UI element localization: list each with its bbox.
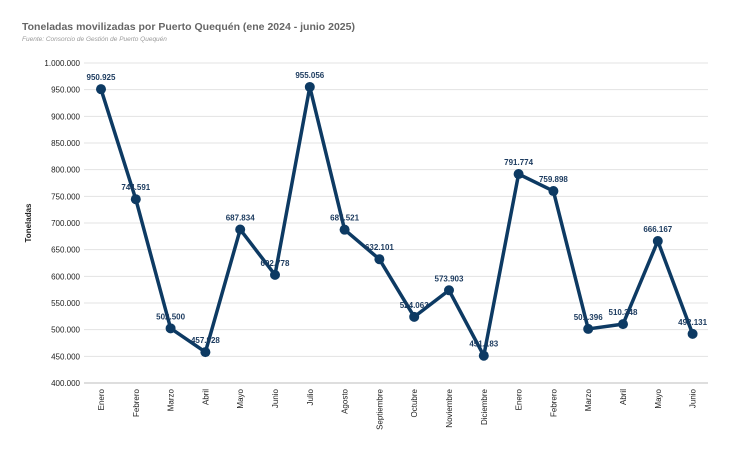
data-label: 602.778 xyxy=(261,259,290,268)
data-label: 573.903 xyxy=(435,274,464,283)
data-point xyxy=(270,269,280,280)
x-tick-label: Marzo xyxy=(167,388,176,411)
x-tick-label: Julio xyxy=(306,388,315,405)
chart-title: Toneladas movilizadas por Puerto Quequén… xyxy=(22,21,355,33)
y-tick-label: 450.000 xyxy=(51,352,80,361)
series-polyline xyxy=(99,85,695,358)
data-label: 791.774 xyxy=(504,158,533,167)
y-tick-label: 600.000 xyxy=(51,272,80,281)
data-label: 666.167 xyxy=(643,225,672,234)
x-tick-label: Marzo xyxy=(584,388,593,411)
y-tick-label: 950.000 xyxy=(51,86,80,95)
data-point xyxy=(374,254,385,265)
y-axis-ticks: 400.000 450.000 500.000 550.000 600.000 650.0… xyxy=(44,59,80,388)
y-tick-label: 800.000 xyxy=(51,166,80,175)
data-point xyxy=(200,347,211,358)
y-axis-label: Toneladas xyxy=(24,203,33,243)
data-label: 950.925 xyxy=(87,73,116,82)
x-tick-label: Febrero xyxy=(549,388,558,417)
x-tick-label: Junio xyxy=(689,388,698,408)
x-tick-label: Septiembre xyxy=(375,388,384,429)
data-point xyxy=(130,194,141,205)
y-tick-label: 700.000 xyxy=(51,219,80,228)
data-label: 955.056 xyxy=(295,71,324,80)
y-tick-label: 550.000 xyxy=(51,299,80,308)
y-tick-label: 900.000 xyxy=(51,112,80,121)
data-point xyxy=(478,350,489,361)
data-point xyxy=(304,81,315,92)
y-tick-label: 1.000.000 xyxy=(44,59,80,68)
data-point xyxy=(618,319,628,330)
data-label: 502.500 xyxy=(156,312,185,321)
data-label: 687.521 xyxy=(330,214,359,223)
data-label: 451.183 xyxy=(469,340,498,349)
data-label: 501.396 xyxy=(574,313,603,322)
data-label: 744.591 xyxy=(121,183,150,192)
y-tick-label: 400.000 xyxy=(51,379,80,388)
x-tick-label: Abril xyxy=(201,389,210,405)
data-label: 759.898 xyxy=(539,175,568,184)
data-label: 524.063 xyxy=(400,301,429,310)
data-point xyxy=(96,84,106,95)
x-tick-label: Febrero xyxy=(132,388,141,417)
data-point xyxy=(339,224,350,235)
x-tick-label: Mayo xyxy=(654,388,663,408)
data-point xyxy=(687,328,698,339)
gridlines xyxy=(84,62,708,384)
data-labels: 950.925 744.591 502.500 457.928 687.834 602.7… xyxy=(87,71,708,349)
y-tick-label: 650.000 xyxy=(51,246,80,255)
x-tick-label: Agosto xyxy=(341,388,350,413)
data-point xyxy=(409,311,420,322)
data-point xyxy=(444,285,454,296)
x-axis-ticks: Enero Febrero Marzo Abril Mayo Junio Julio Agos… xyxy=(97,388,698,429)
data-point xyxy=(652,236,663,247)
x-tick-label: Abril xyxy=(619,389,628,405)
data-points xyxy=(96,81,698,361)
data-point xyxy=(583,323,594,334)
y-tick-label: 850.000 xyxy=(51,139,80,148)
x-tick-label: Noviembre xyxy=(445,388,454,427)
data-label: 492.131 xyxy=(678,318,707,327)
x-tick-label: Enero xyxy=(97,388,106,410)
data-point xyxy=(513,169,524,180)
x-tick-label: Mayo xyxy=(236,388,245,408)
data-label: 632.101 xyxy=(365,243,394,252)
chart-subtitle: Fuente: Consorcio de Gestión de Puerto Q… xyxy=(22,36,167,43)
data-label: 510.348 xyxy=(609,308,638,317)
data-point xyxy=(165,323,176,334)
y-tick-label: 500.000 xyxy=(51,326,80,335)
series-line xyxy=(99,85,695,358)
data-point xyxy=(548,186,559,197)
x-tick-label: Enero xyxy=(515,388,524,410)
x-tick-label: Octubre xyxy=(410,388,419,417)
y-tick-label: 750.000 xyxy=(51,192,80,201)
data-point xyxy=(235,224,246,235)
data-label: 687.834 xyxy=(226,213,255,222)
x-tick-label: Diciembre xyxy=(480,388,489,425)
data-label: 457.928 xyxy=(191,336,220,345)
x-tick-label: Junio xyxy=(271,388,280,408)
